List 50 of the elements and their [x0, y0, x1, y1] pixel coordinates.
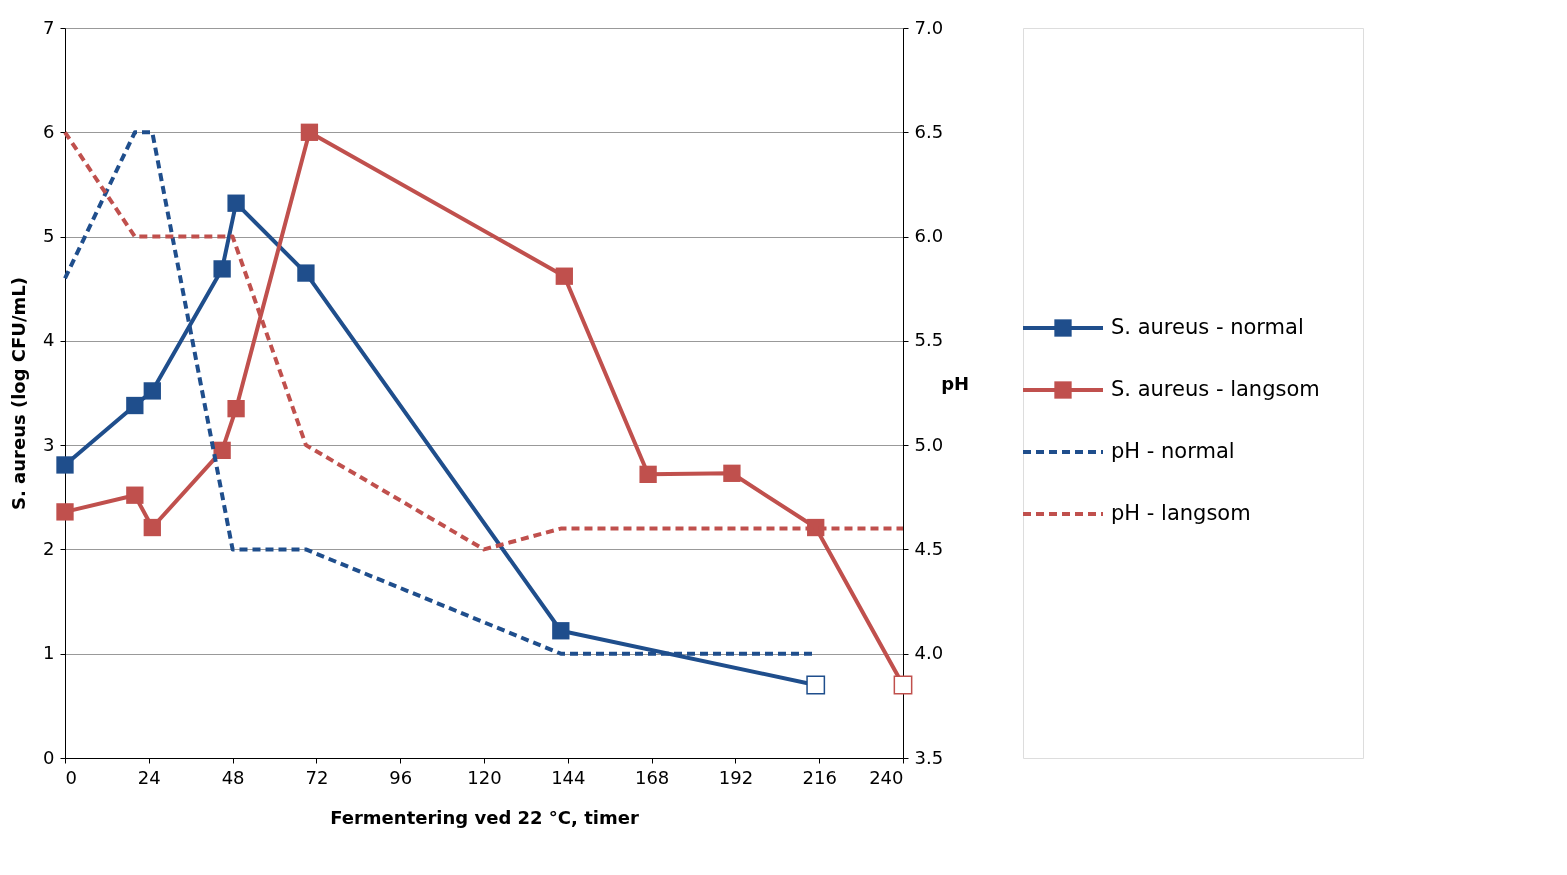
- y-tick-label: 4: [43, 329, 55, 351]
- x-tick-label: 48: [221, 766, 245, 788]
- x-tick-label: 96: [389, 766, 413, 788]
- y-tick-label: 7: [43, 16, 55, 38]
- y2-axis-title: pH: [941, 372, 970, 394]
- legend-label: pH - langsom: [1111, 501, 1251, 525]
- y2-tick-label: 3.5: [914, 746, 944, 768]
- x-tick-label: 144: [551, 766, 586, 788]
- point: [56, 503, 74, 521]
- y-tick-label: 6: [43, 120, 55, 142]
- point: [143, 382, 161, 400]
- point: [639, 465, 657, 483]
- point: [126, 486, 144, 504]
- legend-label: S. aureus - normal: [1111, 315, 1304, 339]
- point: [297, 264, 315, 282]
- y2-tick-label: 5.5: [914, 329, 944, 351]
- point: [213, 441, 231, 460]
- y2-tick-label: 7.0: [914, 16, 944, 38]
- point: [555, 267, 573, 285]
- x-tick-label: 120: [467, 766, 502, 788]
- x-tick-label: 72: [305, 766, 329, 788]
- y-tick-label: 5: [43, 225, 55, 247]
- x-tick-label: 0: [65, 766, 77, 788]
- x-axis-title: Fermentering ved 22 °C, timer: [330, 806, 639, 828]
- point: [213, 260, 231, 278]
- legend-label: pH - normal: [1111, 439, 1235, 463]
- point: [723, 464, 741, 482]
- y-tick-label: 1: [43, 642, 55, 664]
- point: [56, 456, 74, 474]
- y2-tick-label: 6.0: [914, 225, 944, 247]
- x-tick-label: 192: [718, 766, 754, 788]
- y2-tick-label: 4.0: [914, 642, 944, 664]
- y-tick-label: 2: [43, 537, 55, 559]
- point: [227, 194, 245, 212]
- point: [552, 622, 570, 640]
- y2-tick-label: 6.5: [914, 120, 944, 142]
- point: [300, 123, 319, 141]
- x-tick-label: 24: [137, 766, 161, 788]
- y-axis-title: S. aureus (log CFU/mL): [8, 277, 30, 510]
- x-tick-label: 240: [869, 766, 904, 788]
- x-tick-label: 168: [634, 766, 670, 788]
- y-tick-label: 3: [43, 433, 55, 455]
- point: [227, 399, 245, 418]
- legend-label: S. aureus - langsom: [1111, 377, 1320, 401]
- y2-tick-label: 4.5: [914, 537, 944, 559]
- y-tick-label: 0: [43, 746, 55, 768]
- point: [126, 396, 144, 415]
- y2-tick-label: 5.0: [914, 433, 944, 455]
- point: [143, 518, 161, 537]
- x-tick-label: 216: [802, 766, 837, 788]
